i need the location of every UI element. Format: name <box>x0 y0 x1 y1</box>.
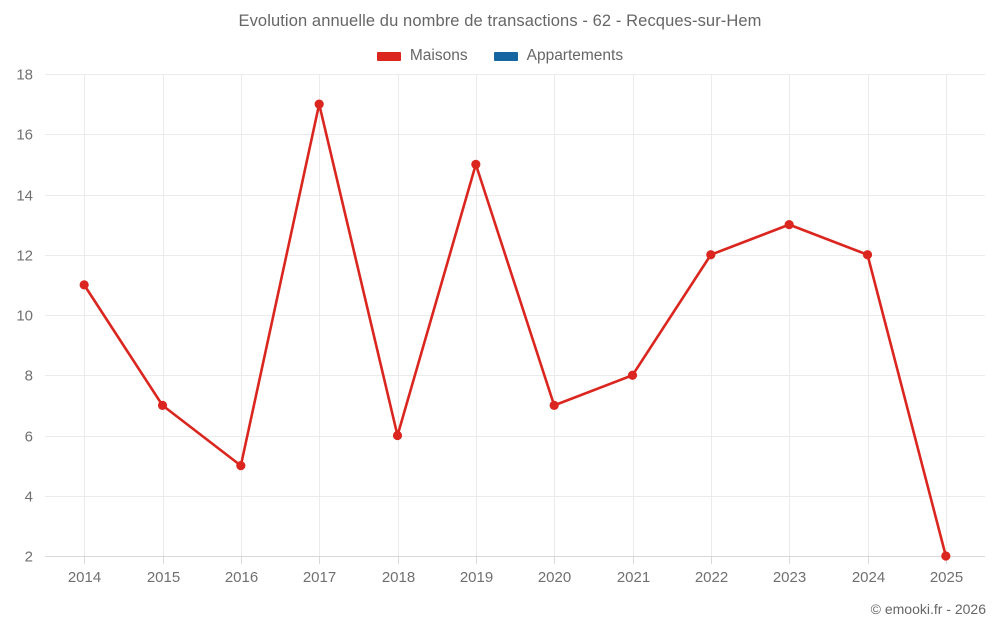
y-tick-label: 18 <box>16 67 33 84</box>
y-tick-label: 4 <box>25 489 33 506</box>
y-tick-label: 16 <box>16 127 33 144</box>
data-point[interactable] <box>784 220 794 230</box>
legend-item-appartements[interactable]: Appartements <box>493 47 624 65</box>
legend-item-maisons[interactable]: Maisons <box>376 47 468 65</box>
data-point[interactable] <box>314 99 324 109</box>
data-point[interactable] <box>549 400 559 410</box>
y-tick-label: 2 <box>25 549 33 566</box>
y-tick-label: 8 <box>25 368 33 385</box>
legend-swatch-appartements <box>493 51 518 61</box>
x-tick-label: 2019 <box>460 569 493 586</box>
y-tick-label: 10 <box>16 308 33 325</box>
data-point[interactable] <box>392 430 403 441</box>
data-series-group <box>79 99 951 561</box>
x-tick-label: 2024 <box>852 569 885 586</box>
x-tick-label: 2022 <box>695 569 728 586</box>
data-point[interactable] <box>471 159 481 169</box>
tick-labels-group: 2 4 6 8 10 12 14 16 18 2014 2015 2016 2017 2018 2019 20… <box>16 67 963 587</box>
data-point[interactable] <box>941 551 951 561</box>
legend-label-appartements: Appartements <box>526 47 624 64</box>
data-point[interactable] <box>79 280 89 290</box>
chart-title: Evolution annuelle du nombre de transact… <box>238 12 762 30</box>
data-point[interactable] <box>862 250 873 260</box>
x-tick-label: 2025 <box>930 569 963 586</box>
chart-legend: Maisons Appartements <box>0 44 1000 68</box>
data-point[interactable] <box>157 400 168 410</box>
x-tick-label: 2015 <box>147 569 180 586</box>
data-point[interactable] <box>706 250 716 260</box>
x-tick-label: 2017 <box>303 569 336 586</box>
x-tick-label: 2023 <box>773 569 806 586</box>
legend-label-maisons: Maisons <box>409 47 468 64</box>
axes-group <box>45 556 985 564</box>
x-tick-label: 2014 <box>68 569 101 586</box>
x-tick-label: 2016 <box>225 569 258 586</box>
x-tick-label: 2018 <box>382 569 415 586</box>
series-line-maisons <box>82 102 948 558</box>
x-tick-label: 2021 <box>617 569 650 586</box>
footer-credit: © emooki.fr - 2026 <box>870 601 986 617</box>
y-tick-label: 6 <box>25 429 33 446</box>
data-point[interactable] <box>236 461 246 471</box>
data-point[interactable] <box>627 370 638 380</box>
y-tick-label: 14 <box>16 188 33 205</box>
x-tick-label: 2020 <box>538 569 571 586</box>
legend-swatch-maisons <box>376 51 401 61</box>
gridlines-group <box>45 74 985 557</box>
y-tick-label: 12 <box>16 248 33 265</box>
